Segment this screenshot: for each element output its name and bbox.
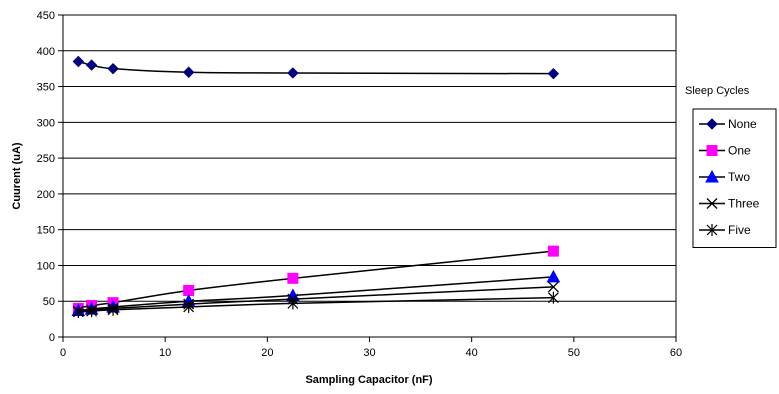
data-point xyxy=(287,272,299,284)
data-point xyxy=(546,269,561,283)
data-point xyxy=(72,55,85,68)
data-point xyxy=(547,67,560,80)
legend-label: Five xyxy=(728,223,751,237)
y-tick-label: 250 xyxy=(37,153,55,165)
legend-marker xyxy=(706,198,718,209)
data-point xyxy=(86,305,98,318)
x-tick-label: 0 xyxy=(60,347,66,359)
x-tick-label: 20 xyxy=(261,347,273,359)
data-point xyxy=(547,245,559,257)
x-tick-label: 30 xyxy=(363,347,375,359)
legend-box xyxy=(692,108,777,248)
legend-item: Two xyxy=(699,169,750,184)
y-tick-label: 300 xyxy=(37,117,55,129)
plot-area xyxy=(62,14,677,338)
legend-label: One xyxy=(728,144,751,158)
legend-marker xyxy=(705,169,719,183)
data-point xyxy=(107,303,119,316)
gridlines xyxy=(63,14,676,338)
data-point xyxy=(85,59,98,71)
legend-label: None xyxy=(728,117,757,131)
x-tick-label: 50 xyxy=(568,347,580,359)
legend-item: One xyxy=(699,144,751,158)
x-tick-label: 10 xyxy=(159,347,171,359)
legend-marker xyxy=(706,224,718,236)
data-point xyxy=(72,305,84,318)
series-layer xyxy=(71,55,561,318)
y-tick-label: 400 xyxy=(37,46,55,58)
data-point xyxy=(182,66,195,78)
y-tick-label: 50 xyxy=(43,296,55,308)
y-tick-label: 0 xyxy=(49,332,55,344)
legend-item: None xyxy=(699,117,757,131)
y-tick-label: 100 xyxy=(37,260,55,272)
y-tick-label: 450 xyxy=(37,10,55,22)
data-point xyxy=(107,62,119,75)
data-point xyxy=(287,67,299,79)
series-five xyxy=(72,291,559,318)
data-point xyxy=(547,281,559,293)
data-point xyxy=(183,284,195,296)
x-axis-title: Sampling Capacitor (nF) xyxy=(305,374,432,386)
legend-title: Sleep Cycles xyxy=(685,85,750,97)
axes: 0 50 100 150 200 250 300 350 400 450 0 10 20 30 40 50 60 xyxy=(37,10,682,359)
legend: None One Two Three Five xyxy=(692,108,777,248)
legend-marker xyxy=(706,145,718,156)
legend-item: Three xyxy=(699,197,760,211)
y-tick-label: 150 xyxy=(37,225,55,237)
data-point xyxy=(183,300,195,313)
legend-label: Three xyxy=(728,197,760,211)
data-point xyxy=(287,297,299,310)
y-tick-label: 350 xyxy=(37,82,55,94)
data-point xyxy=(547,291,559,304)
legend-label: Two xyxy=(728,170,750,184)
y-tick-label: 200 xyxy=(37,189,55,201)
series-none xyxy=(72,55,560,80)
x-tick-label: 40 xyxy=(466,347,478,359)
legend-item: Five xyxy=(699,223,751,237)
x-tick-label: 60 xyxy=(670,347,682,359)
legend-marker xyxy=(706,118,718,130)
y-axis-title: Cuurent (uA) xyxy=(11,142,23,210)
